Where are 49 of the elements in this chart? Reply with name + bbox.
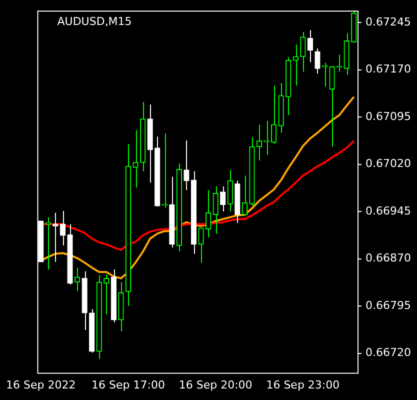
candlestick: [205, 190, 212, 238]
candlestick: [104, 274, 110, 315]
y-tick-label: 0.66870: [366, 252, 412, 265]
candlestick: [329, 66, 335, 148]
candlestick: [307, 30, 314, 63]
candlestick: [314, 48, 320, 74]
candlestick: [227, 169, 233, 212]
candlestick: [110, 268, 117, 323]
candlestick: [67, 224, 73, 286]
candlestick: [82, 270, 88, 330]
candlestick: [184, 140, 190, 191]
y-tick-label: 0.67245: [366, 15, 412, 28]
chart-title: AUDUSD,M15: [57, 14, 132, 28]
candlestick: [89, 308, 95, 354]
candlestick: [190, 170, 197, 254]
y-tick-label: 0.67170: [366, 62, 412, 76]
y-tick-label: 0.66945: [366, 204, 412, 218]
candlestick: [118, 282, 124, 332]
candlestick: [300, 32, 306, 72]
x-tick-label: 16 Sep 23:00: [266, 378, 340, 392]
x-tick-label: 16 Sep 17:00: [92, 378, 165, 392]
candlestick: [132, 130, 138, 188]
candlestick: [154, 136, 160, 206]
candlestick: [198, 228, 204, 264]
candlestick: [60, 210, 66, 246]
candlestick: [278, 82, 284, 134]
candlestick: [176, 163, 182, 252]
candlestick: [249, 136, 255, 206]
candlestick: [270, 85, 277, 145]
candlestick: [147, 104, 153, 184]
y-tick-label: 0.66720: [366, 346, 412, 360]
candlestick: [169, 176, 175, 248]
candlestick: [286, 56, 292, 116]
candlestick: [234, 180, 240, 224]
candlestick: [242, 175, 248, 216]
y-tick-label: 0.66795: [366, 298, 412, 312]
y-tick-label: 0.67020: [366, 157, 412, 170]
candlestick: [344, 32, 350, 76]
candlestick: [125, 144, 132, 307]
candlestick: [96, 274, 102, 360]
candlestick: [45, 216, 52, 270]
candlestick: [220, 186, 226, 212]
y-tick-label: 0.67095: [366, 110, 412, 123]
x-tick-label: 16 Sep 2022: [6, 378, 76, 392]
candlestick: [140, 101, 146, 172]
candlestick: [74, 267, 80, 292]
candlestick: [256, 124, 262, 162]
candlestick: [212, 186, 218, 234]
x-tick-label: 16 Sep 20:00: [178, 378, 252, 392]
